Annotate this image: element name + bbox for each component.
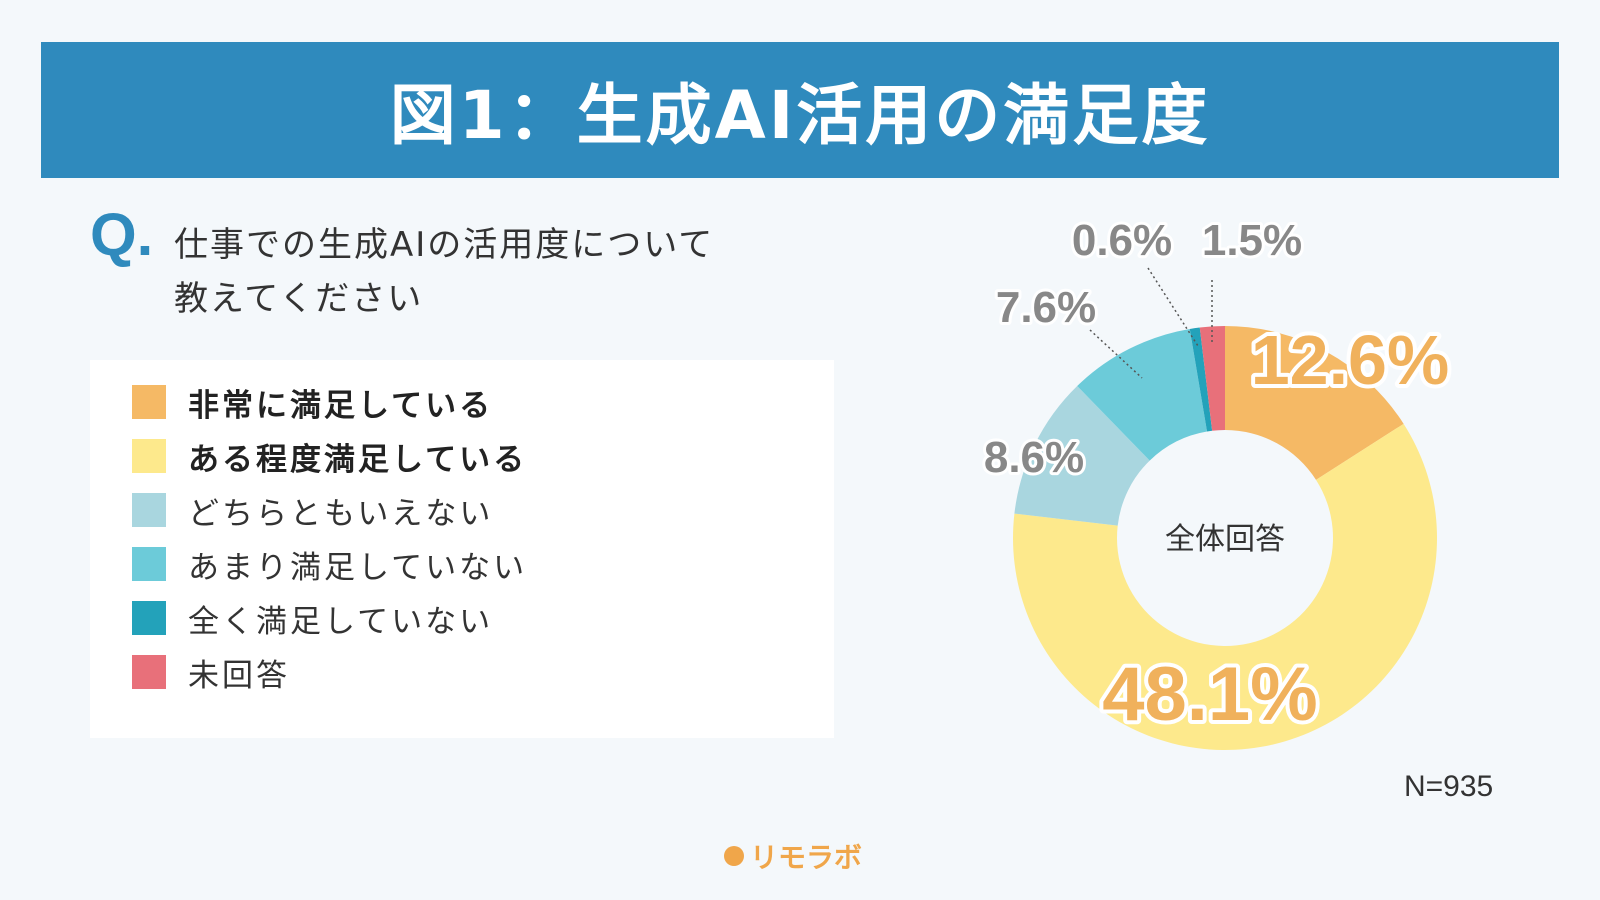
question-mark: Q. (90, 201, 154, 268)
slice-neutral (1014, 386, 1150, 526)
sample-size: N=935 (1404, 770, 1494, 803)
legend-item-neutral: どちらともいえない (132, 490, 494, 532)
legend-swatch (132, 547, 166, 581)
slice-not-very-satisfied (1077, 328, 1208, 461)
question-line-1: 仕事での生成AIの活用度について (174, 225, 715, 265)
legend-item-not-at-all-satisfied: 全く満足していない (132, 598, 494, 640)
slice-very-satisfied (1225, 326, 1404, 480)
legend-label: 全く満足していない (188, 603, 494, 640)
slice-somewhat-satisfied (1013, 423, 1437, 751)
brand-name: リモラボ (750, 841, 863, 874)
donut-chart-svg: 全体回答 12.6% 48.1% 8.6% 7.6% 0.6% 1.5% (981, 213, 1453, 751)
slice-not-at-all-satisfied (1189, 327, 1213, 432)
slice-no-answer (1199, 326, 1225, 431)
logo-dot-icon (724, 846, 744, 866)
legend-label: 未回答 (188, 657, 290, 694)
legend-item-not-very-satisfied: あまり満足していない (132, 544, 528, 586)
data-label-somewhat-satisfied: 48.1% (1102, 652, 1318, 737)
title-banner: 図1：生成AI活用の満足度 (41, 42, 1559, 178)
question-line-2: 教えてください (174, 279, 424, 319)
legend-label: ある程度満足している (188, 441, 528, 478)
legend-label: あまり満足していない (188, 549, 528, 586)
legend: 非常に満足している ある程度満足している どちらともいえない あまり満足していな… (90, 360, 834, 738)
legend-item-somewhat-satisfied: ある程度満足している (132, 436, 528, 478)
legend-item-very-satisfied: 非常に満足している (132, 382, 494, 424)
leader-line (1147, 267, 1199, 347)
legend-swatch (132, 439, 166, 473)
question-text: 仕事での生成AIの活用度について 教えてください (174, 218, 714, 326)
data-label-neutral: 8.6% (984, 433, 1084, 482)
leader-line (1089, 329, 1143, 379)
legend-swatch (132, 601, 166, 635)
data-label-very-satisfied: 12.6% (1251, 321, 1449, 399)
legend-label: どちらともいえない (188, 495, 494, 532)
brand-logo: リモラボ (724, 836, 862, 876)
data-label-not-very-satisfied: 7.6% (996, 283, 1096, 332)
legend-label: 非常に満足している (188, 387, 494, 424)
data-label-not-at-all-satisfied: 0.6% (1072, 216, 1172, 265)
donut-chart: 全体回答 12.6% 48.1% 8.6% 7.6% 0.6% 1.5% (960, 200, 1600, 800)
legend-swatch (132, 385, 166, 419)
page-title: 図1：生成AI活用の満足度 (389, 77, 1211, 154)
legend-swatch (132, 655, 166, 689)
data-label-no-answer: 1.5% (1202, 216, 1302, 265)
center-label: 全体回答 (1165, 522, 1285, 557)
legend-item-no-answer: 未回答 (132, 652, 290, 694)
legend-swatch (132, 493, 166, 527)
